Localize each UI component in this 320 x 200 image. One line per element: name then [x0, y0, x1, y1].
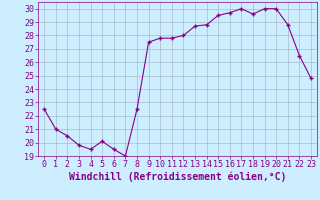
- X-axis label: Windchill (Refroidissement éolien,°C): Windchill (Refroidissement éolien,°C): [69, 172, 286, 182]
